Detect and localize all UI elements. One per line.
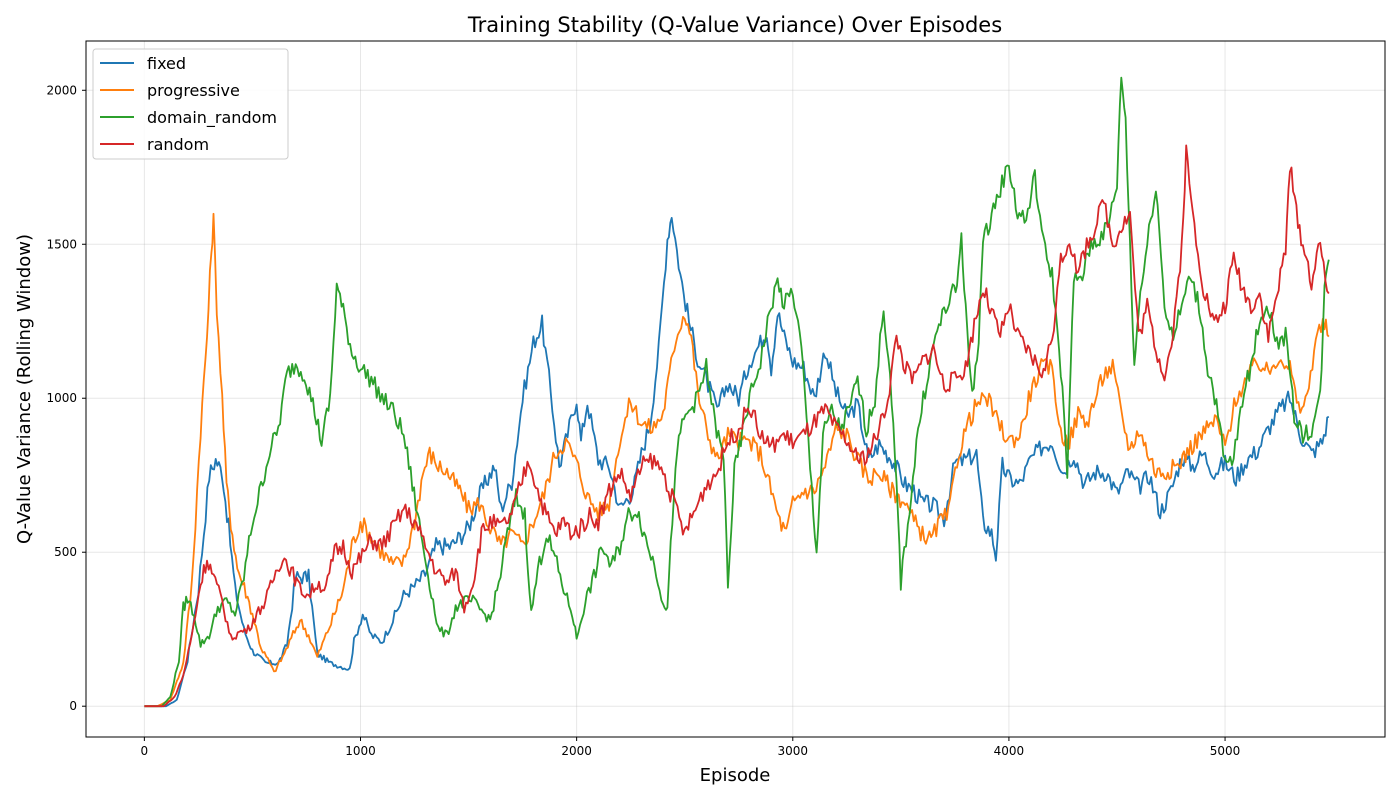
- series-line-fixed: [144, 217, 1330, 708]
- series-line-domain-random: [144, 76, 1330, 708]
- x-tick-label: 3000: [778, 744, 809, 758]
- chart-title: Training Stability (Q-Value Variance) Ov…: [467, 13, 1002, 37]
- legend-label-domain-random: domain_random: [147, 108, 277, 128]
- legend-label-random: random: [147, 135, 209, 154]
- axis-ticks: 0 1000 2000 3000 4000 5000 0 500 1000 1500 2000: [46, 83, 1240, 758]
- grid-lines: [86, 41, 1385, 737]
- y-tick-label: 1500: [46, 237, 77, 251]
- series-line-progressive: [144, 212, 1330, 708]
- legend-label-progressive: progressive: [147, 81, 240, 100]
- legend-label-fixed: fixed: [147, 54, 186, 73]
- series-lines: [144, 76, 1330, 708]
- x-axis-title: Episode: [700, 765, 771, 786]
- x-tick-label: 2000: [561, 744, 592, 758]
- plot-frame: [85, 40, 1386, 738]
- x-tick-label: 4000: [994, 744, 1025, 758]
- x-tick-label: 1000: [345, 744, 376, 758]
- y-axis-title: Q-Value Variance (Rolling Window): [14, 234, 35, 544]
- legend-box: [92, 48, 289, 160]
- x-tick-label: 5000: [1210, 744, 1241, 758]
- y-tick-label: 2000: [46, 83, 77, 97]
- y-tick-label: 1000: [46, 391, 77, 405]
- y-tick-label: 0: [69, 699, 77, 713]
- x-tick-label: 0: [141, 744, 149, 758]
- y-tick-label: 500: [54, 545, 77, 559]
- series-line-random: [144, 144, 1330, 708]
